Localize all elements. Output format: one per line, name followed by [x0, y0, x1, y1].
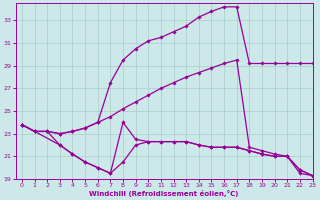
X-axis label: Windchill (Refroidissement éolien,°C): Windchill (Refroidissement éolien,°C)	[89, 190, 239, 197]
